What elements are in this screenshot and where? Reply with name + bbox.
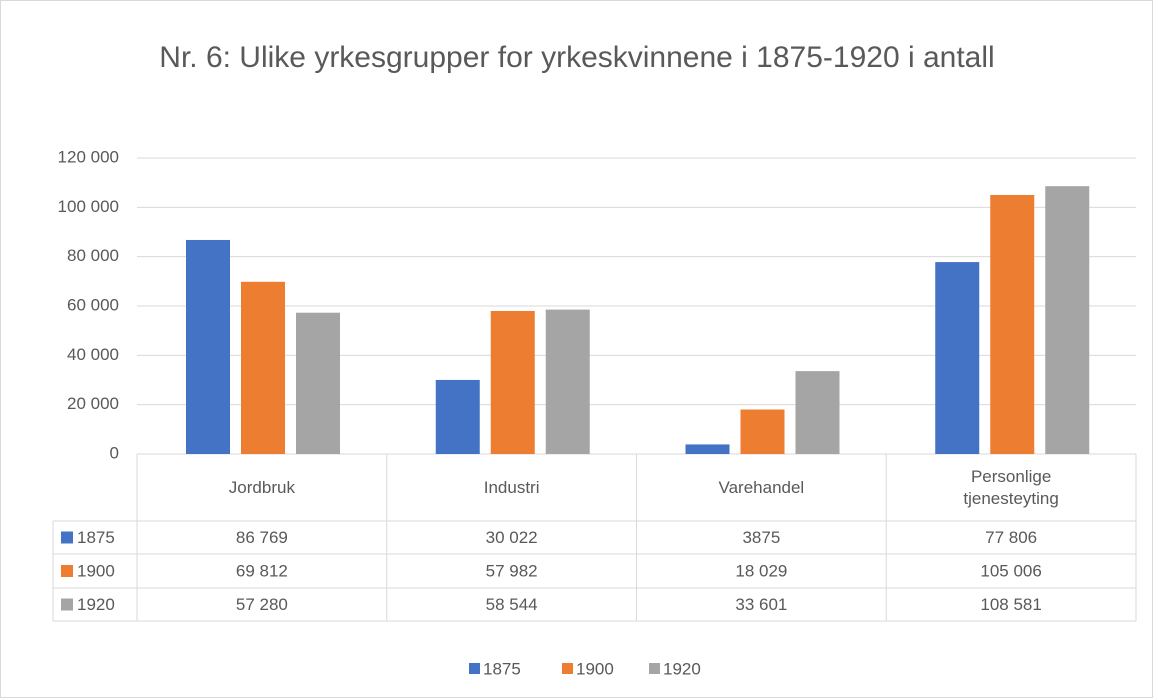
table-legend-key <box>61 531 73 544</box>
bar <box>241 281 285 454</box>
bar <box>545 309 590 454</box>
legend-label: 1875 <box>483 659 521 678</box>
bar <box>685 444 730 454</box>
y-tick-label: 0 <box>110 443 119 462</box>
table-value: 108 581 <box>980 595 1041 614</box>
y-tick-label: 20 000 <box>67 394 119 413</box>
table-legend-key <box>61 598 73 611</box>
table-series-name: 1920 <box>77 595 115 614</box>
bar <box>186 239 230 454</box>
bar <box>740 409 785 454</box>
y-tick-label: 60 000 <box>67 295 119 314</box>
bar <box>935 262 980 454</box>
x-tick-label: Jordbruk <box>228 478 295 497</box>
y-tick-label: 100 000 <box>58 197 119 216</box>
y-tick-label: 40 000 <box>67 345 119 364</box>
table-series-name: 1900 <box>77 561 115 580</box>
legend-key <box>469 663 480 674</box>
y-tick-label: 120 000 <box>58 147 119 166</box>
legend-key <box>649 663 660 674</box>
bar <box>1045 186 1090 454</box>
table-value: 105 006 <box>980 561 1041 580</box>
table-value: 57 982 <box>486 561 538 580</box>
legend-label: 1920 <box>663 659 701 678</box>
table-value: 86 769 <box>236 528 288 547</box>
bar <box>795 371 840 454</box>
table-legend-key <box>61 565 73 577</box>
bar <box>296 312 340 454</box>
legend-label: 1900 <box>576 659 614 678</box>
table-value: 30 022 <box>486 528 538 547</box>
table-value: 33 601 <box>735 595 787 614</box>
table-value: 77 806 <box>985 528 1037 547</box>
chart-title: Nr. 6: Ulike yrkesgrupper for yrkeskvinn… <box>159 41 995 74</box>
x-tick-label: Varehandel <box>718 478 805 497</box>
table-value: 57 280 <box>236 595 288 614</box>
legend-key <box>562 663 573 674</box>
table-value: 18 029 <box>735 561 787 580</box>
table-series-name: 1875 <box>77 528 115 547</box>
x-tick-label: Personlige tjenesteyting <box>963 467 1059 508</box>
table-value: 69 812 <box>236 561 288 580</box>
x-tick-label: Industri <box>483 478 540 497</box>
bar <box>990 194 1035 454</box>
table-value: 58 544 <box>486 595 538 614</box>
bar <box>490 310 535 454</box>
table-value: 3875 <box>742 528 780 547</box>
y-tick-label: 80 000 <box>67 246 119 265</box>
bar <box>435 379 480 454</box>
